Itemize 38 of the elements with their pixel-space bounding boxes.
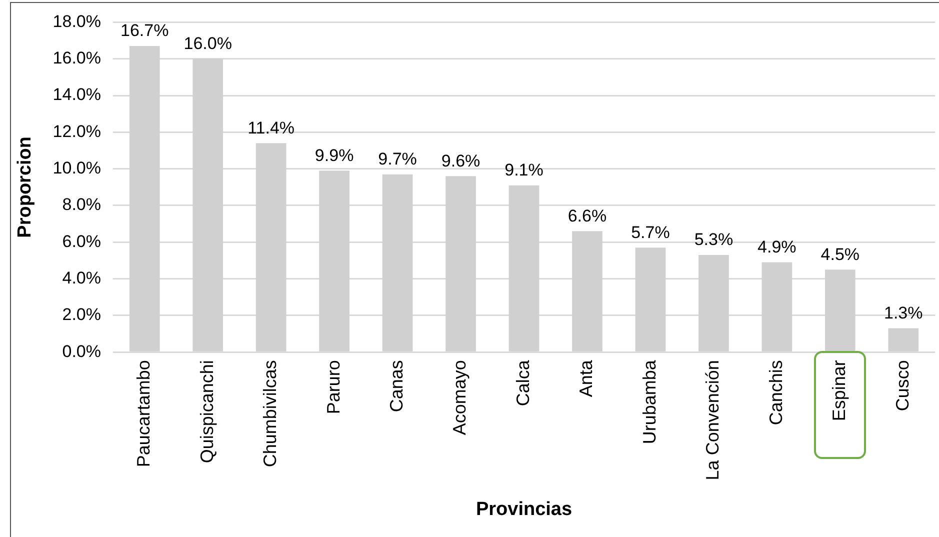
x-tick-label: Paucartambo: [134, 360, 154, 468]
y-tick-label: 18.0%: [52, 12, 102, 31]
data-label: 4.5%: [820, 244, 860, 264]
x-tick-label: La Convención: [702, 360, 723, 480]
data-label: 9.1%: [504, 160, 544, 180]
data-label: 11.4%: [248, 118, 295, 138]
data-label: 9.7%: [378, 150, 417, 169]
data-label: 16.0%: [184, 34, 232, 54]
x-tick-label: Calca: [512, 359, 533, 406]
data-label: 9.6%: [441, 151, 480, 170]
x-tick-label: Chumbivilcas: [260, 360, 280, 468]
data-label: 9.9%: [314, 146, 354, 165]
x-tick-label: Espinar: [829, 360, 850, 422]
y-tick-label: 0.0%: [62, 342, 102, 361]
data-label: 16.7%: [120, 21, 169, 40]
x-tick-label: Canas: [386, 360, 407, 412]
data-label: 1.3%: [884, 303, 923, 322]
data-label: 4.9%: [758, 237, 796, 256]
data-label: 5.3%: [694, 230, 734, 250]
x-tick-label: Quispicanchi: [196, 360, 217, 464]
x-tick-label: Urubamba: [639, 359, 660, 444]
y-tick-label: 6.0%: [62, 232, 102, 251]
x-tick-label: Anta: [576, 359, 596, 398]
x-tick-label: Paruro: [323, 360, 344, 414]
data-label: 5.7%: [631, 222, 670, 242]
y-tick-label: 16.0%: [52, 48, 102, 68]
x-axis-title: Provincias: [476, 498, 572, 520]
x-tick-label: Acomayo: [450, 360, 470, 436]
x-tick-label: Cusco: [892, 360, 912, 412]
y-axis-title: Proporcion: [14, 136, 36, 238]
data-label: 6.6%: [568, 206, 607, 226]
y-tick-label: 10.0%: [52, 158, 102, 178]
y-tick-label: 8.0%: [62, 195, 102, 214]
x-tick-label: Canchis: [766, 360, 786, 426]
y-tick-label: 14.0%: [52, 85, 102, 104]
y-tick-label: 12.0%: [52, 122, 102, 141]
y-tick-label: 4.0%: [62, 268, 102, 288]
y-tick-label: 2.0%: [62, 305, 102, 324]
